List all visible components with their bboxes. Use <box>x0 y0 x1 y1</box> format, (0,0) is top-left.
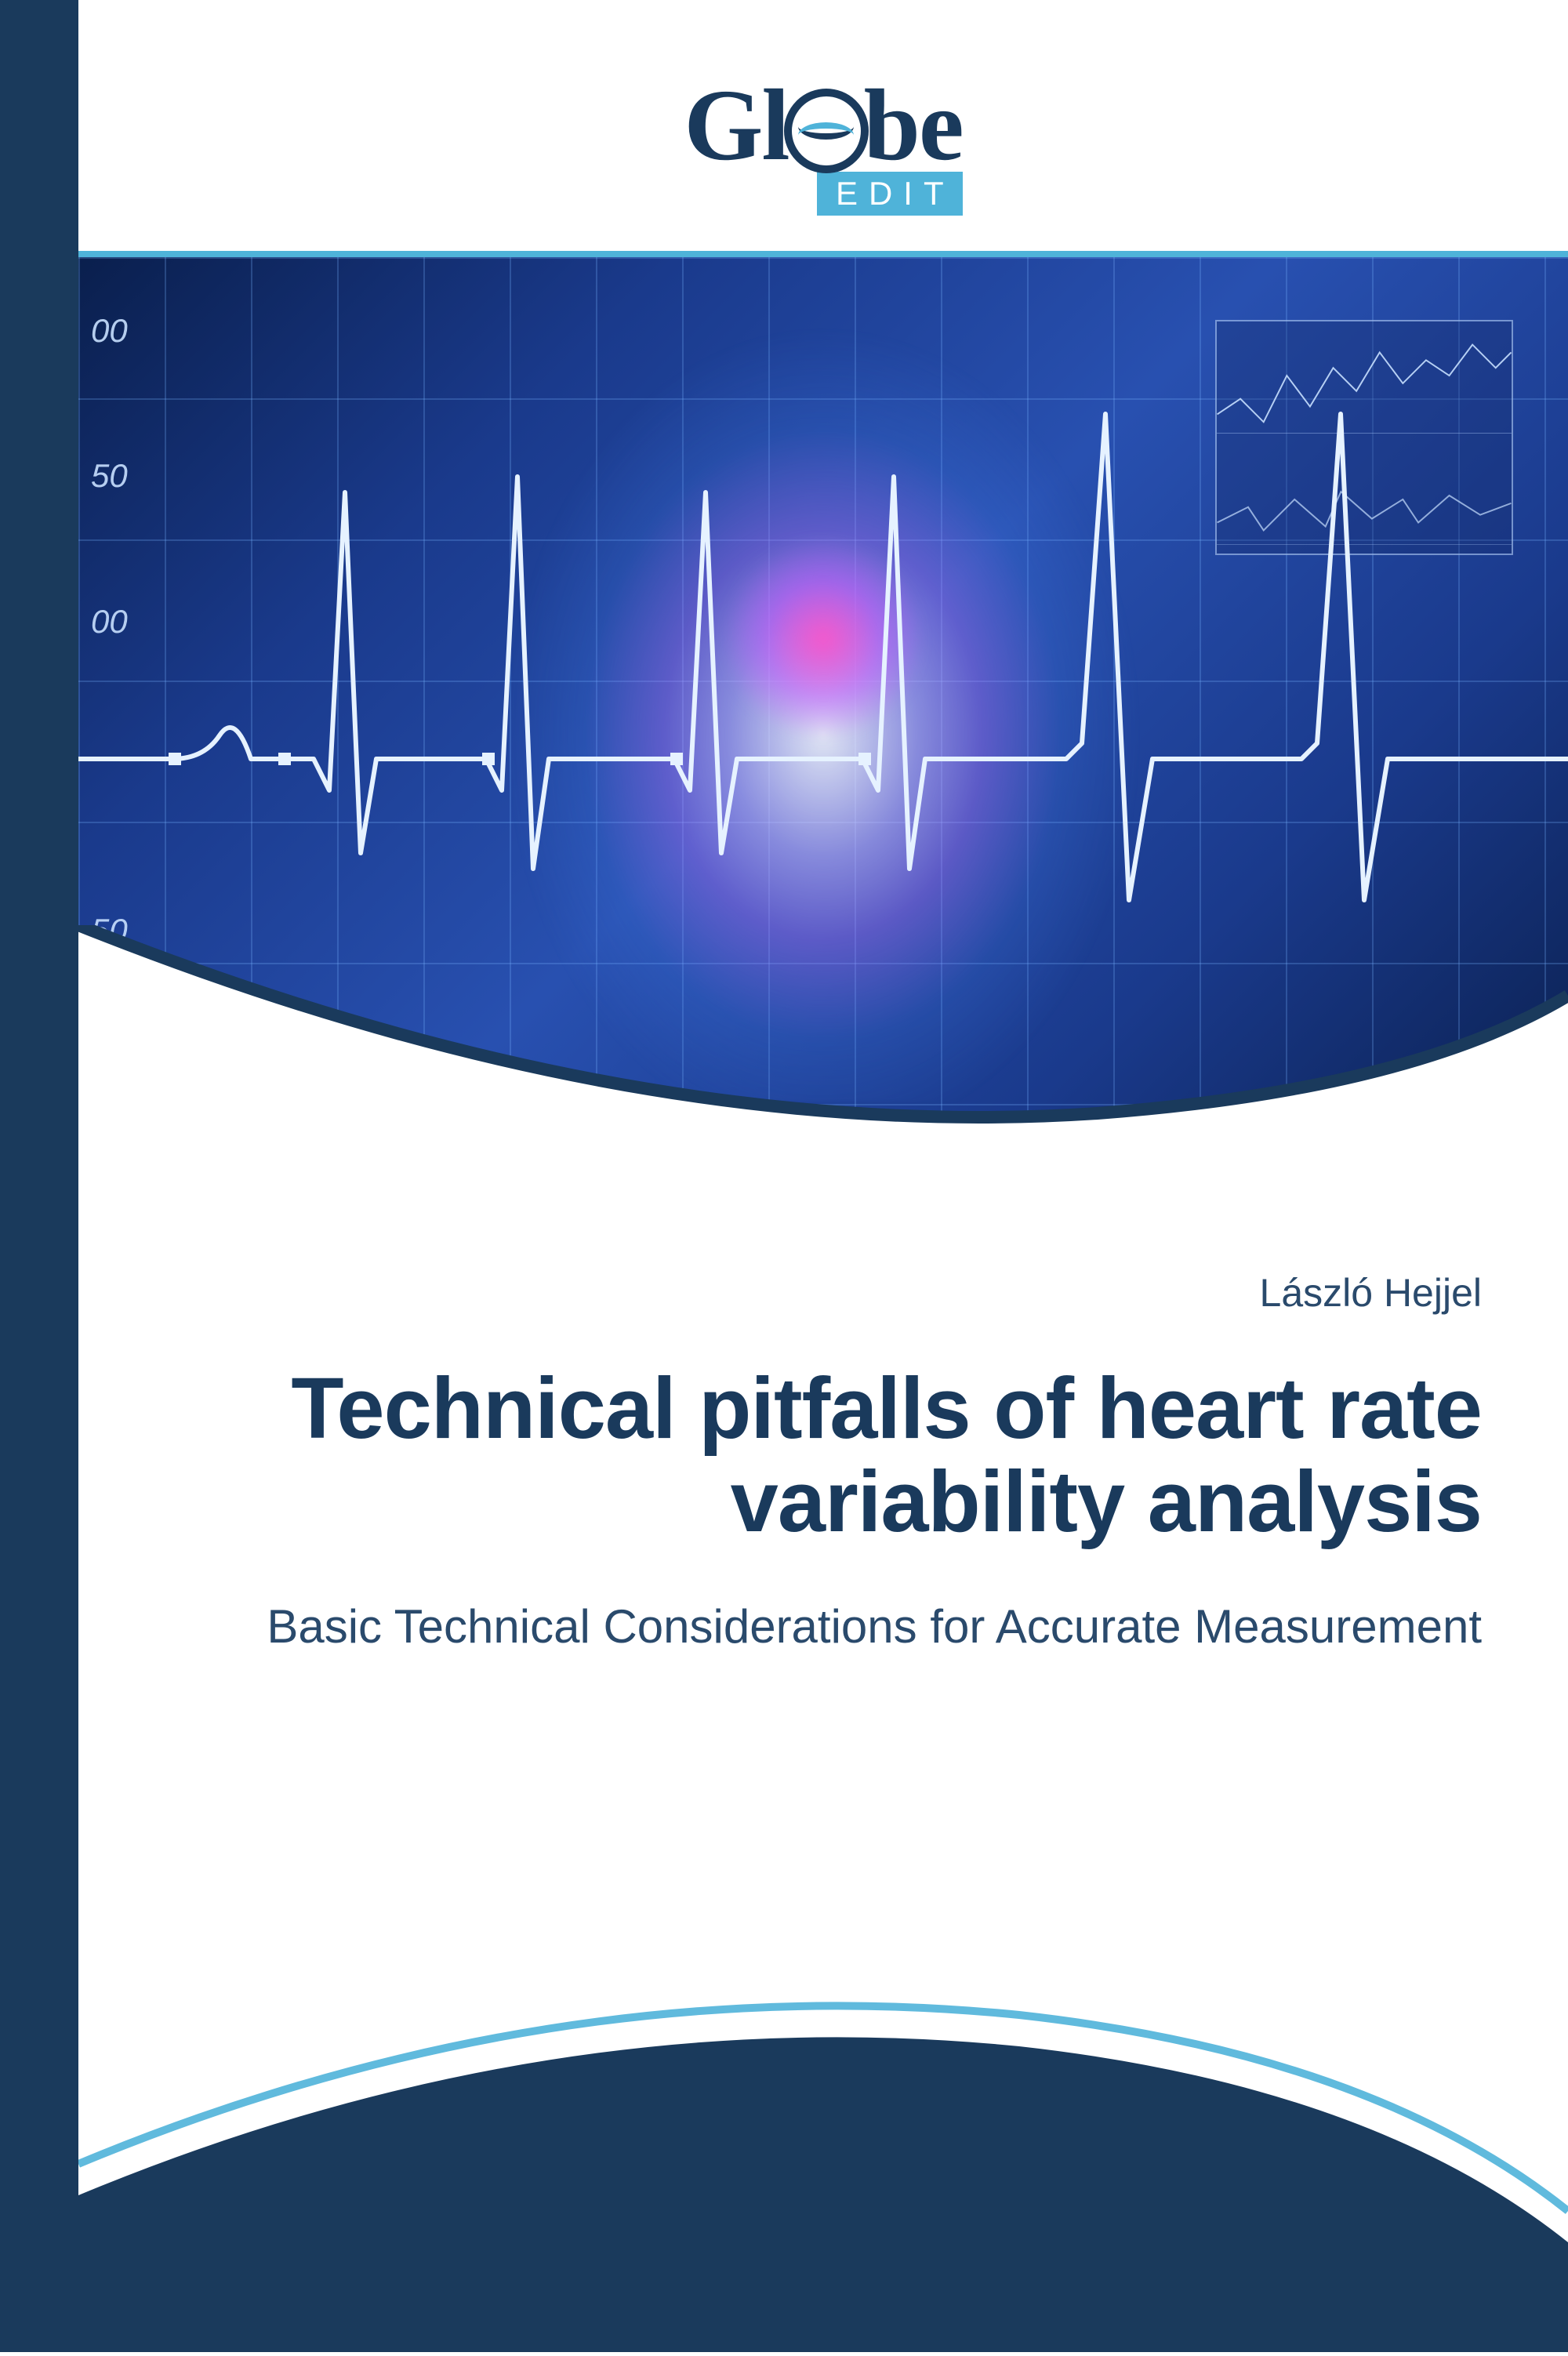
bottom-curve <box>78 1803 1568 2352</box>
logo-stack: Glbe EDIT <box>684 74 962 216</box>
cover-text-block: László Hejjel Technical pitfalls of hear… <box>220 1270 1482 1657</box>
hero-section: 00 50 00 50 00 <box>78 251 1568 1176</box>
author-name: László Hejjel <box>220 1270 1482 1316</box>
globe-icon <box>784 89 869 173</box>
spine-bar <box>0 0 78 2352</box>
logo-wordmark: Glbe <box>684 74 962 176</box>
ecg-waveform <box>78 257 1568 1167</box>
logo-text-pre: Gl <box>684 69 788 182</box>
logo-text-post: be <box>864 69 963 182</box>
publisher-logo: Glbe EDIT <box>78 55 1568 235</box>
book-subtitle: Basic Technical Considerations for Accur… <box>220 1596 1482 1657</box>
hero-top-rule <box>78 251 1568 257</box>
hero-image: 00 50 00 50 00 <box>78 257 1568 1167</box>
book-title: Technical pitfalls of heart rate variabi… <box>220 1363 1482 1549</box>
